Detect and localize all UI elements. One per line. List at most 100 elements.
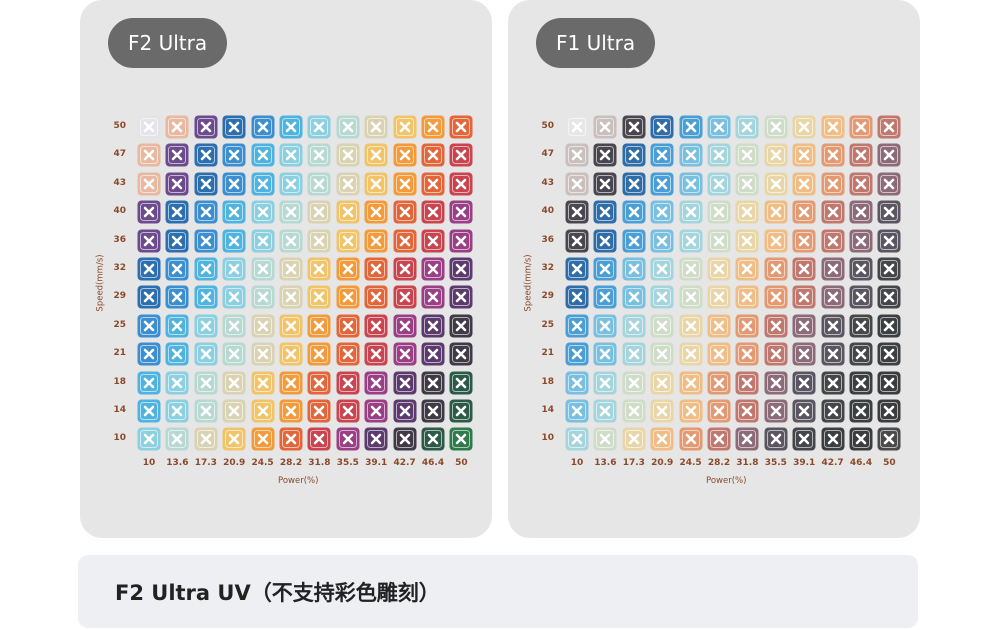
color-swatch (792, 285, 816, 309)
color-swatch (792, 200, 816, 224)
color-swatch (137, 285, 161, 309)
color-swatch (650, 371, 674, 395)
color-swatch (393, 172, 417, 196)
color-swatch (307, 399, 331, 423)
color-swatch (279, 399, 303, 423)
y-tick-label: 14 (541, 405, 554, 415)
color-swatch (565, 229, 589, 253)
color-swatch (849, 285, 873, 309)
color-swatch (792, 172, 816, 196)
color-swatch (650, 399, 674, 423)
color-swatch (336, 172, 360, 196)
color-swatch (307, 427, 331, 451)
color-swatch (565, 143, 589, 167)
y-tick-label: 50 (541, 121, 554, 131)
color-swatch (393, 427, 417, 451)
color-swatch (336, 200, 360, 224)
color-swatch (165, 399, 189, 423)
color-swatch (364, 115, 388, 139)
x-tick-label: 42.7 (393, 458, 416, 468)
color-swatch (735, 143, 759, 167)
footer-text: F2 Ultra UV（不支持彩色雕刻） (115, 581, 440, 605)
y-tick-label: 32 (541, 263, 554, 273)
color-swatch (279, 200, 303, 224)
color-swatch (849, 115, 873, 139)
color-swatch (222, 229, 246, 253)
y-tick-label: 29 (541, 291, 554, 302)
color-swatch (593, 172, 617, 196)
color-swatch (650, 172, 674, 196)
color-swatch (393, 371, 417, 395)
color-swatch (336, 314, 360, 338)
color-swatch (877, 143, 901, 167)
color-swatch (251, 342, 275, 366)
x-tick-label: 10 (570, 458, 584, 468)
color-swatch (251, 172, 275, 196)
color-swatch (222, 342, 246, 366)
color-swatch (222, 399, 246, 423)
x-tick-label: 20.9 (223, 458, 246, 468)
color-swatch (707, 115, 731, 139)
color-swatch (364, 371, 388, 395)
color-swatch (565, 257, 589, 281)
color-swatch (565, 172, 589, 196)
color-swatch (849, 342, 873, 366)
color-swatch (849, 229, 873, 253)
color-swatch (679, 399, 703, 423)
color-swatch (593, 200, 617, 224)
color-swatch (821, 371, 845, 395)
color-swatch (593, 371, 617, 395)
color-swatch (707, 314, 731, 338)
color-swatch (194, 172, 218, 196)
y-tick-label: 43 (541, 177, 554, 188)
color-swatch (251, 427, 275, 451)
color-swatch (222, 314, 246, 338)
x-tick-label: 35.5 (336, 458, 359, 468)
color-swatch (792, 371, 816, 395)
color-swatch (622, 285, 646, 309)
x-tick-label: 24.5 (679, 458, 702, 468)
color-swatch (764, 172, 788, 196)
color-swatch (194, 314, 218, 338)
color-swatch (393, 143, 417, 167)
color-swatch (679, 314, 703, 338)
y-tick-label: 50 (113, 121, 126, 131)
x-tick-label: 20.9 (651, 458, 674, 468)
color-swatch (565, 342, 589, 366)
color-swatch (792, 399, 816, 423)
color-swatch (849, 399, 873, 423)
color-swatch (251, 115, 275, 139)
x-tick-label: 50 (455, 458, 468, 468)
color-swatch (421, 115, 445, 139)
color-swatch (877, 200, 901, 224)
color-swatch (650, 427, 674, 451)
color-swatch (764, 314, 788, 338)
color-swatch (764, 115, 788, 139)
color-swatch (565, 285, 589, 309)
color-swatch (165, 257, 189, 281)
color-swatch (735, 314, 759, 338)
color-swatch (393, 229, 417, 253)
color-swatch (137, 371, 161, 395)
color-swatch (449, 285, 473, 309)
color-swatch (735, 427, 759, 451)
color-swatch (821, 314, 845, 338)
color-swatch (393, 399, 417, 423)
color-swatch (650, 200, 674, 224)
x-tick-label: 50 (883, 458, 896, 468)
color-swatch (679, 200, 703, 224)
color-swatch (307, 200, 331, 224)
x-tick-label: 28.2 (707, 458, 731, 468)
color-swatch (222, 427, 246, 451)
color-swatch (821, 427, 845, 451)
color-swatch (393, 257, 417, 281)
color-swatch (849, 427, 873, 451)
color-swatch (194, 342, 218, 366)
color-swatch (364, 399, 388, 423)
color-swatch (222, 257, 246, 281)
color-swatch (421, 427, 445, 451)
color-swatch (165, 229, 189, 253)
color-swatch (764, 427, 788, 451)
x-tick-label: 35.5 (764, 458, 787, 468)
x-tick-label: 28.2 (279, 458, 303, 468)
